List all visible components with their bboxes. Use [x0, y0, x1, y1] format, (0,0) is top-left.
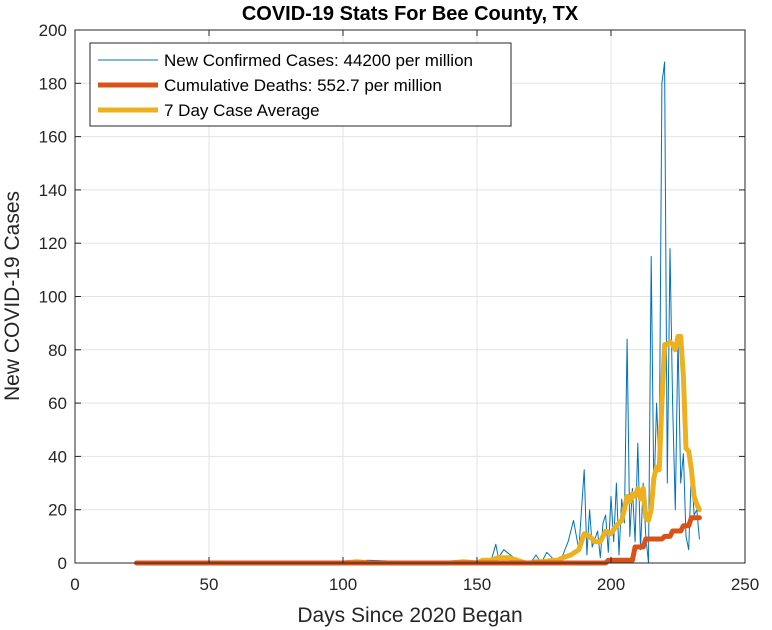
x-tick-label: 150 — [463, 575, 491, 594]
y-tick-label: 40 — [48, 447, 67, 466]
y-tick-label: 20 — [48, 501, 67, 520]
y-tick-label: 180 — [39, 74, 67, 93]
tick-labels: 0 50 100 150 200 250 0 20 40 60 80 100 120 140 160 180 2… — [39, 21, 760, 594]
legend: New Confirmed Cases: 44200 per million Cu… — [89, 42, 512, 127]
y-tick-label: 60 — [48, 394, 67, 413]
y-tick-label: 100 — [39, 288, 67, 307]
legend-entry-new-cases-label: New Confirmed Cases: 44200 per million — [164, 51, 473, 70]
x-tick-label: 250 — [731, 575, 759, 594]
legend-entry-seven-day-average-label: 7 Day Case Average — [164, 101, 320, 120]
y-tick-label: 80 — [48, 341, 67, 360]
y-tick-label: 200 — [39, 21, 67, 40]
x-tick-label: 0 — [70, 575, 79, 594]
x-axis-label: Days Since 2020 Began — [297, 604, 522, 627]
cumulative-deaths-line — [134, 515, 702, 566]
x-tick-label: 200 — [597, 575, 625, 594]
chart-title: COVID-19 Stats For Bee County, TX — [242, 3, 579, 25]
seven-day-average-line — [134, 334, 702, 566]
y-axis-label: New COVID-19 Cases — [1, 191, 24, 401]
y-tick-label: 0 — [58, 554, 67, 573]
legend-box — [89, 42, 512, 127]
series-layer — [134, 61, 702, 566]
x-tick-label: 100 — [329, 575, 357, 594]
axis-ticks — [74, 29, 746, 564]
y-tick-label: 120 — [39, 234, 67, 253]
legend-entry-cumulative-deaths-label: Cumulative Deaths: 552.7 per million — [164, 76, 442, 95]
x-tick-label: 50 — [200, 575, 219, 594]
y-tick-label: 160 — [39, 128, 67, 147]
y-tick-label: 140 — [39, 181, 67, 200]
